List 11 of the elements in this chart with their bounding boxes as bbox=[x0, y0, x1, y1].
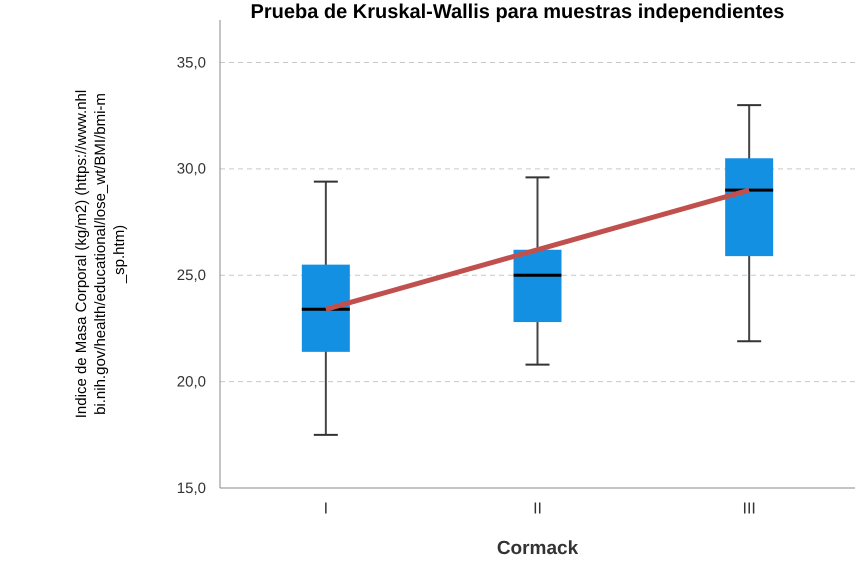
x-tick-label: I bbox=[324, 500, 328, 518]
x-tick-label: III bbox=[742, 500, 756, 518]
x-axis-title: Cormack bbox=[496, 538, 579, 559]
y-tick-label: 25,0 bbox=[176, 267, 206, 284]
y-tick-label: 15,0 bbox=[176, 480, 206, 497]
y-tick-label: 35,0 bbox=[176, 54, 206, 72]
x-tick-label: II bbox=[533, 500, 542, 518]
y-tick-label: 30,0 bbox=[176, 160, 206, 178]
y-axis-title: Indice de Masa Corporal (kg/m2) (https://www.nhlbi.nih.gov/health/educational/lose_wt/BMI/bmi-m_sp.htm) bbox=[73, 90, 128, 418]
y-tick-label: 20,0 bbox=[176, 373, 206, 390]
chart-title: Prueba de Kruskal-Wallis para muestras independientes bbox=[250, 1, 784, 23]
